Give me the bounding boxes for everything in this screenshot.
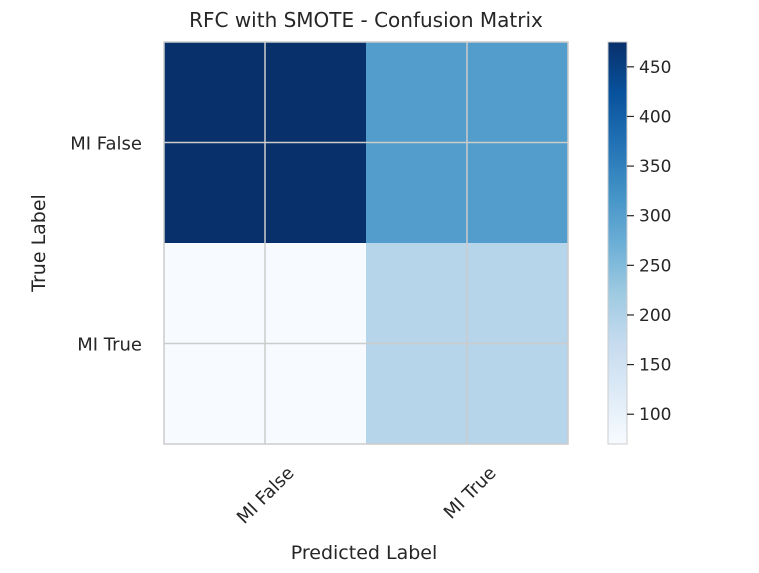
- chart-title: RFC with SMOTE - Confusion Matrix: [189, 8, 543, 32]
- colorbar-ticks: 100 150 200 250 300 350 400 450: [627, 58, 671, 425]
- colorbar-tick-label-6: 400: [639, 107, 671, 127]
- colorbar-tick-label-0: 100: [639, 405, 671, 425]
- y-tick-label-1: MI True: [77, 335, 142, 356]
- colorbar-tick-label-5: 350: [639, 157, 671, 177]
- x-axis-label: Predicted Label: [291, 542, 438, 564]
- plot-frame: [163, 41, 569, 445]
- y-tick-label-0: MI False: [70, 134, 142, 155]
- colorbar-tick-label-4: 300: [639, 207, 671, 227]
- colorbar-tick-label-3: 250: [639, 256, 671, 276]
- x-tick-labels: MI False MI True: [233, 463, 501, 529]
- colorbar: [607, 41, 628, 445]
- colorbar-tick-label-7: 450: [639, 58, 671, 78]
- colorbar-tick-label-1: 150: [639, 356, 671, 376]
- colorbar-tick-label-2: 200: [639, 306, 671, 326]
- heatmap-gridlines: [164, 42, 568, 444]
- x-tick-label-0: MI False: [233, 463, 299, 529]
- y-axis-label: True Label: [28, 194, 50, 293]
- heatmap-cells: [164, 42, 569, 445]
- y-tick-labels: MI False MI True: [70, 134, 142, 356]
- x-tick-label-1: MI True: [440, 463, 501, 524]
